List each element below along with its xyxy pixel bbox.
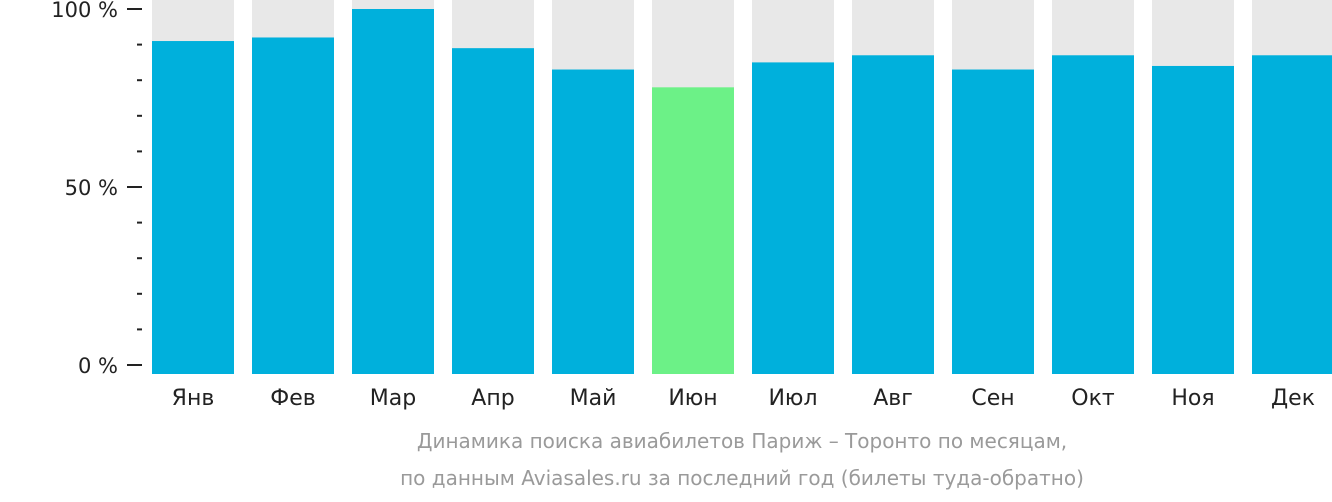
x-tick-label: Ноя [1171,386,1214,411]
x-tick-label: Авг [873,386,913,411]
y-tick-label: 100 % [51,0,118,22]
bar-2 [252,37,334,374]
bar-6 [652,87,734,374]
chart-caption-line-2: по данным Aviasales.ru за последний год … [400,466,1084,490]
x-tick-label: Окт [1071,386,1115,411]
x-tick-label: Июл [768,386,817,411]
bar-10 [1052,55,1134,374]
x-axis-labels: Янв Фев Мар Апр Май Июн Июл Авг Сен Окт Ноя Дек [172,386,1315,411]
bar-4 [452,48,534,374]
bars [152,9,1332,375]
bar-1 [152,41,234,374]
y-axis: 0 % 50 % 100 % [51,0,142,378]
bar-9 [952,69,1034,375]
x-tick-label: Май [570,386,617,411]
bar-7 [752,62,834,375]
y-tick-label: 50 % [65,176,118,200]
x-tick-label: Мар [370,386,416,411]
bar-12 [1252,55,1332,374]
x-tick-label: Дек [1271,386,1315,411]
x-tick-label: Янв [172,386,215,411]
bar-3 [352,9,434,374]
bar-11 [1152,65,1234,375]
bar-5 [552,69,634,375]
x-tick-label: Апр [471,386,514,411]
x-tick-label: Июн [668,386,717,411]
chart-caption-line-1: Динамика поиска авиабилетов Париж – Торо… [416,429,1068,453]
x-tick-label: Сен [971,386,1014,411]
y-tick-label: 0 % [78,354,118,378]
x-tick-label: Фев [270,386,315,411]
bar-8 [852,55,934,374]
